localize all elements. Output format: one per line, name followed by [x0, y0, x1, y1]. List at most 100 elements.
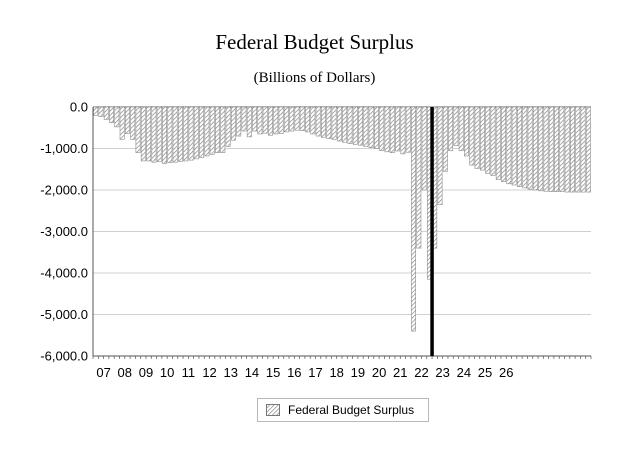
bar — [389, 106, 395, 153]
y-tick-label: -3,000.0 — [40, 224, 88, 239]
bar — [347, 106, 353, 144]
bar — [368, 106, 374, 148]
bar — [575, 106, 581, 193]
bar — [114, 106, 120, 128]
bar — [411, 106, 416, 332]
x-tick-label: 22 — [414, 365, 428, 380]
bar — [215, 106, 220, 153]
bar — [167, 106, 173, 163]
bar — [532, 106, 538, 191]
bar — [453, 106, 459, 146]
x-tick-label: 15 — [266, 365, 280, 380]
y-tick-label: -2,000.0 — [40, 183, 88, 198]
y-tick-label: -1,000.0 — [40, 141, 88, 156]
bar — [485, 106, 491, 174]
bar — [262, 106, 268, 134]
x-tick-label: 11 — [182, 365, 196, 380]
bar — [321, 106, 326, 138]
bar — [559, 106, 565, 192]
x-tick-label: 12 — [202, 365, 216, 380]
bar — [315, 106, 321, 137]
bar — [220, 106, 226, 153]
bar — [98, 106, 104, 117]
bar — [140, 106, 146, 162]
bar — [273, 106, 279, 135]
x-tick-label: 07 — [96, 365, 110, 380]
bar — [204, 106, 210, 157]
bar — [135, 106, 141, 153]
x-tick-label: 14 — [245, 365, 259, 380]
bar — [517, 106, 522, 187]
chart-legend: Federal Budget Surplus — [257, 398, 429, 422]
x-tick-label: 13 — [224, 365, 238, 380]
bar — [570, 106, 575, 193]
bar — [305, 106, 311, 133]
bar — [564, 106, 570, 193]
bar — [384, 106, 390, 153]
bar — [342, 106, 348, 143]
bar — [395, 106, 401, 152]
bar — [358, 106, 363, 146]
x-tick-label: 16 — [287, 365, 301, 380]
bar — [522, 106, 528, 189]
x-tick-label: 18 — [329, 365, 343, 380]
legend-label: Federal Budget Surplus — [288, 403, 415, 417]
bar — [490, 106, 496, 176]
bar — [421, 106, 427, 191]
bar — [119, 106, 125, 140]
bar — [278, 106, 284, 134]
bar — [585, 106, 591, 193]
bar — [416, 106, 422, 249]
bar — [527, 106, 533, 190]
x-tick-label: 10 — [160, 365, 174, 380]
bar — [506, 106, 512, 185]
bar — [474, 106, 480, 169]
bar — [241, 106, 247, 132]
x-tick-label: 21 — [393, 365, 407, 380]
bar — [501, 106, 507, 182]
bar — [252, 106, 258, 132]
bar — [156, 106, 162, 163]
bar — [130, 106, 136, 140]
bar — [268, 106, 273, 136]
bar — [458, 106, 464, 151]
bar — [464, 106, 469, 157]
bar — [479, 106, 485, 171]
bar — [93, 106, 99, 116]
bar — [199, 106, 205, 158]
bar — [294, 106, 300, 131]
x-tick-label: 26 — [499, 365, 513, 380]
chart-subtitle: (Billions of Dollars) — [253, 70, 376, 86]
bar — [172, 106, 178, 163]
bar — [495, 106, 501, 180]
bar — [363, 106, 369, 147]
bar — [209, 106, 215, 155]
bar — [225, 106, 231, 147]
bar — [146, 106, 152, 162]
bar — [109, 106, 114, 124]
x-tick-label: 08 — [118, 365, 132, 380]
bar — [331, 106, 337, 140]
bar — [538, 106, 544, 192]
x-tick-label: 20 — [372, 365, 386, 380]
bar — [193, 106, 199, 160]
bar — [373, 106, 379, 149]
bar — [336, 106, 342, 142]
bar — [299, 106, 305, 131]
bar — [543, 106, 549, 192]
bar — [162, 106, 167, 164]
bar — [442, 106, 448, 172]
y-tick-label: -4,000.0 — [40, 266, 88, 281]
x-tick-label: 25 — [478, 365, 492, 380]
bar — [511, 106, 517, 186]
bar — [183, 106, 189, 162]
bar — [283, 106, 289, 133]
bar — [469, 106, 475, 166]
bar — [188, 106, 194, 161]
bar — [400, 106, 406, 155]
bar — [257, 106, 263, 135]
bar — [437, 106, 443, 205]
legend-swatch — [266, 404, 280, 416]
bar — [554, 106, 560, 192]
